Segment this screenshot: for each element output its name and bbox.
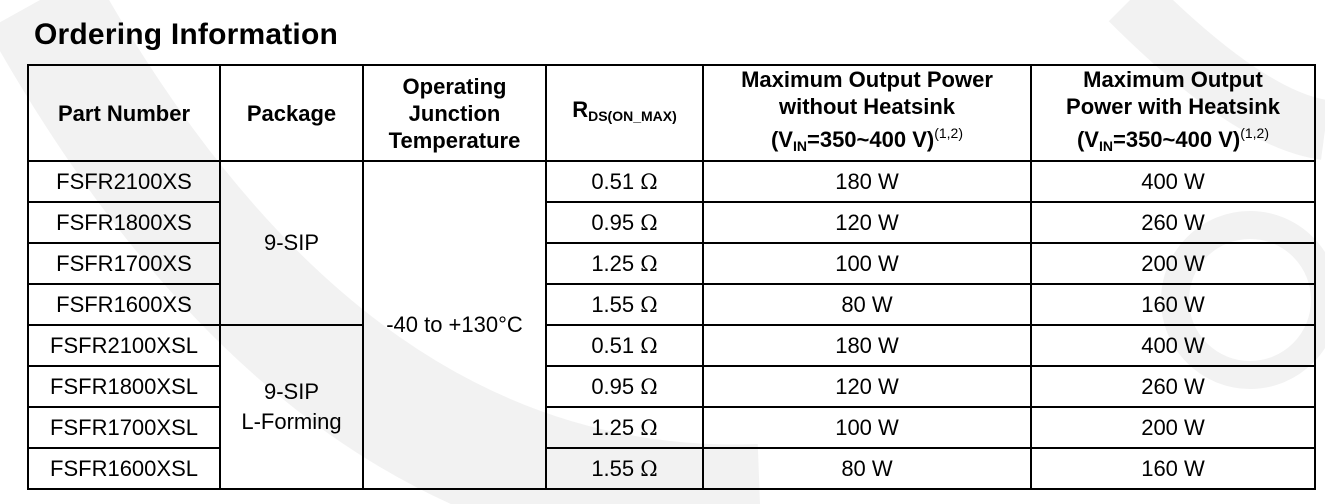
rds-value: 0.51 xyxy=(591,168,635,194)
power-no-heatsink-cell: 120 W xyxy=(702,201,1032,244)
table-row: FSFR2100XS 9-SIP -40 to +130°C 0.51 Ω 18… xyxy=(27,160,1316,490)
table-row: FSFR1800XS 0.95 Ω 120 W 260 W xyxy=(27,201,1316,244)
rds-cell: 0.95 Ω xyxy=(545,365,704,408)
rds-cell: 1.55 Ω xyxy=(545,447,704,490)
power-heatsink-cell: 200 W xyxy=(1030,242,1316,285)
rds-cell: 1.25 Ω xyxy=(545,406,704,449)
package-line: 9-SIP xyxy=(263,379,320,404)
header-vin-line: (VIN=350~400 V)(1,2) xyxy=(704,120,1030,160)
vin-subscript: IN xyxy=(792,138,807,154)
part-number-cell: FSFR1800XS xyxy=(27,201,221,244)
ohm-unit: Ω xyxy=(640,210,658,235)
table-row: FSFR1600XSL 1.55 Ω 80 W 160 W xyxy=(27,447,1316,490)
power-no-heatsink-cell: 80 W xyxy=(702,283,1032,326)
package-cell: 9-SIP L-Forming xyxy=(219,324,364,490)
ohm-unit: Ω xyxy=(640,415,658,440)
footnote-ref: (1,2) xyxy=(1240,125,1270,141)
ohm-unit: Ω xyxy=(640,456,658,481)
rds-cell: 1.55 Ω xyxy=(545,283,704,326)
power-no-heatsink-cell: 120 W xyxy=(702,365,1032,408)
rds-value: 0.51 xyxy=(591,332,635,358)
power-heatsink-cell: 260 W xyxy=(1030,365,1316,408)
header-power-no-heatsink: Maximum Output Power without Heatsink (V… xyxy=(702,64,1032,162)
rds-value: 0.95 xyxy=(591,373,635,399)
header-line: Maximum Output xyxy=(1083,67,1263,92)
rds-value: 0.95 xyxy=(591,209,635,235)
part-number-cell: FSFR2100XSL xyxy=(27,324,221,367)
header-line: without Heatsink xyxy=(778,94,955,119)
ordering-info-table: Part Number Package Operating Junction T… xyxy=(27,64,1316,490)
rds-subscript: DS(ON_MAX) xyxy=(588,108,677,124)
rds-cell: 0.51 Ω xyxy=(545,160,704,203)
rds-symbol: R xyxy=(572,97,589,122)
power-no-heatsink-cell: 100 W xyxy=(702,406,1032,449)
table-header-row: Part Number Package Operating Junction T… xyxy=(27,64,1316,162)
rds-value: 1.25 xyxy=(591,414,635,440)
ohm-unit: Ω xyxy=(640,374,658,399)
vin-open: (V xyxy=(770,127,793,152)
vin-rest: =350~400 V) xyxy=(1112,127,1241,152)
power-no-heatsink-cell: 100 W xyxy=(702,242,1032,285)
power-heatsink-cell: 400 W xyxy=(1030,160,1316,203)
header-line: Maximum Output Power xyxy=(741,67,993,92)
package-cell: 9-SIP xyxy=(219,160,364,326)
package-line: 9-SIP xyxy=(263,230,320,255)
rds-cell: 0.51 Ω xyxy=(545,324,704,367)
table-row: FSFR1800XSL 0.95 Ω 120 W 260 W xyxy=(27,365,1316,408)
part-number-cell: FSFR1600XSL xyxy=(27,447,221,490)
vin-rest: =350~400 V) xyxy=(806,127,935,152)
power-heatsink-cell: 200 W xyxy=(1030,406,1316,449)
power-no-heatsink-cell: 80 W xyxy=(702,447,1032,490)
temperature-cell: -40 to +130°C xyxy=(362,160,547,490)
rds-cell: 1.25 Ω xyxy=(545,242,704,285)
table-row: FSFR2100XSL 9-SIP L-Forming 0.51 Ω 180 W… xyxy=(27,324,1316,490)
rds-cell: 0.95 Ω xyxy=(545,201,704,244)
header-temperature-line: Temperature xyxy=(388,127,521,153)
part-number-cell: FSFR1700XS xyxy=(27,242,221,285)
header-rds: RDS(ON_MAX) xyxy=(545,64,704,162)
part-number-cell: FSFR1600XS xyxy=(27,283,221,326)
header-package: Package xyxy=(219,64,364,162)
header-power-heatsink: Maximum Output Power with Heatsink (VIN=… xyxy=(1030,64,1316,162)
rds-value: 1.55 xyxy=(591,291,635,317)
table-row: FSFR1700XS 1.25 Ω 100 W 200 W xyxy=(27,242,1316,285)
vin-subscript: IN xyxy=(1098,138,1113,154)
power-no-heatsink-cell: 180 W xyxy=(702,160,1032,203)
vin-open: (V xyxy=(1076,127,1099,152)
header-temperature-line: Junction xyxy=(408,100,501,126)
ohm-unit: Ω xyxy=(640,251,658,276)
header-part-number: Part Number xyxy=(27,64,221,162)
rds-value: 1.55 xyxy=(591,455,635,481)
rds-value: 1.25 xyxy=(591,250,635,276)
table-row: FSFR1700XSL 1.25 Ω 100 W 200 W xyxy=(27,406,1316,449)
header-vin-line: (VIN=350~400 V)(1,2) xyxy=(1032,120,1314,160)
power-heatsink-cell: 160 W xyxy=(1030,447,1316,490)
header-temperature: Operating Junction Temperature xyxy=(362,64,547,162)
power-heatsink-cell: 400 W xyxy=(1030,324,1316,367)
ohm-unit: Ω xyxy=(640,292,658,317)
page-title: Ordering Information xyxy=(34,18,338,51)
footnote-ref: (1,2) xyxy=(934,125,964,141)
part-number-cell: FSFR2100XS xyxy=(27,160,221,203)
ohm-unit: Ω xyxy=(640,169,658,194)
power-heatsink-cell: 160 W xyxy=(1030,283,1316,326)
table-row: FSFR1600XS 1.55 Ω 80 W 160 W xyxy=(27,283,1316,326)
part-number-cell: FSFR1700XSL xyxy=(27,406,221,449)
header-line: Power with Heatsink xyxy=(1066,94,1280,119)
package-line: L-Forming xyxy=(241,409,342,434)
header-temperature-line: Operating xyxy=(402,73,507,99)
power-no-heatsink-cell: 180 W xyxy=(702,324,1032,367)
part-number-cell: FSFR1800XSL xyxy=(27,365,221,408)
ohm-unit: Ω xyxy=(640,333,658,358)
power-heatsink-cell: 260 W xyxy=(1030,201,1316,244)
